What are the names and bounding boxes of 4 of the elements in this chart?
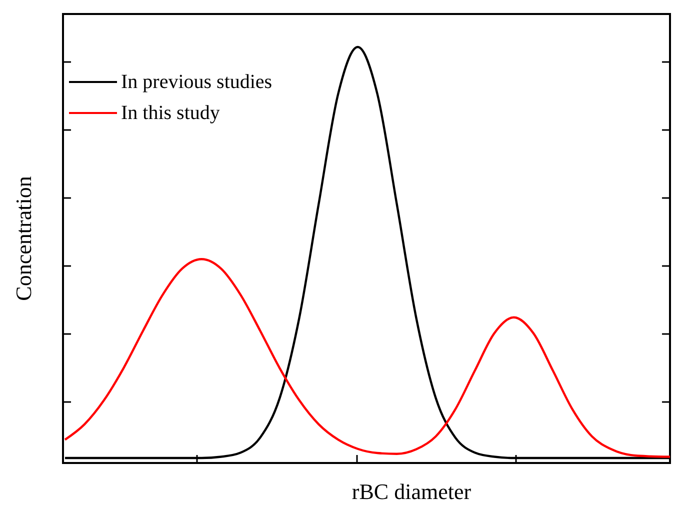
x-axis-title: rBC diameter	[352, 479, 472, 504]
legend-label: In this study	[121, 102, 220, 124]
y-axis-title: Concentration	[11, 176, 36, 301]
legend-label: In previous studies	[121, 71, 272, 93]
